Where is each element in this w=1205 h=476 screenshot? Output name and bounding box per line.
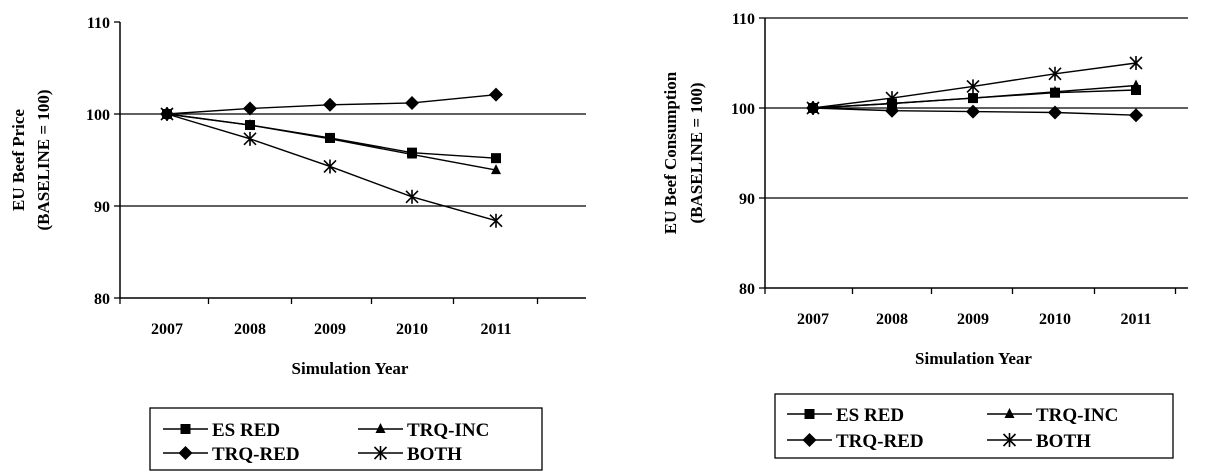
data-point-trq-inc: [491, 164, 501, 175]
x-tick-label: 2007: [151, 321, 183, 338]
data-point-trq-inc: [1050, 85, 1060, 96]
data-point-trq-inc: [245, 119, 255, 130]
legend-label-trq-inc: TRQ-INC: [407, 420, 489, 441]
legend-marker-es-red: [804, 409, 815, 419]
x-tick-label: 2009: [957, 311, 989, 328]
data-point-trq-inc: [325, 132, 335, 143]
data-point-trq-inc: [407, 148, 417, 159]
data-point-es-red: [491, 153, 501, 164]
consumption-chart: 80 90 100 110 2007 2008 2009 2010 2011 Simulation…: [661, 11, 1188, 459]
legend-box: [774, 393, 1174, 459]
legend-marker-es-red: [180, 424, 191, 434]
legend-label-both: BOTH: [1036, 431, 1091, 452]
legend-label-trq-red: TRQ-RED: [836, 431, 924, 452]
legend-label-trq-inc: TRQ-INC: [1036, 405, 1118, 426]
x-tick-label: 2011: [1120, 311, 1151, 328]
x-axis-title: Simulation Year: [292, 359, 409, 378]
price-chart: 80 90 100 110 2007 2008 2009 2010 2011 Simulation…: [9, 15, 586, 471]
x-tick-label: 2010: [1039, 311, 1071, 328]
legend-label-both: BOTH: [407, 444, 462, 465]
legend-marker-trq-red: [802, 433, 817, 447]
legend-label-es-red: ES RED: [212, 420, 280, 441]
legend-label-trq-red: TRQ-RED: [212, 444, 300, 465]
x-tick-label: 2007: [797, 311, 829, 328]
data-point-both: [243, 131, 257, 146]
data-point-trq-red: [323, 97, 337, 112]
x-tick-label: 2009: [314, 321, 346, 338]
data-point-both: [323, 159, 337, 174]
y-tick-label: 80: [739, 281, 755, 298]
legend-marker-both: [373, 446, 388, 460]
data-point-trq-red: [1129, 108, 1143, 123]
x-axis-title: Simulation Year: [915, 349, 1032, 368]
legend-marker-trq-inc: [1004, 408, 1015, 418]
x-tick-label: 2011: [480, 321, 511, 338]
y-tick-label: 110: [87, 15, 110, 32]
legend-box: [149, 407, 543, 471]
y-axis-subtitle: (BASELINE = 100): [687, 83, 706, 224]
x-tick-label: 2008: [234, 321, 266, 338]
data-point-trq-red: [489, 87, 503, 102]
y-tick-label: 80: [94, 291, 110, 308]
y-axis-title: EU Beef Price: [9, 109, 28, 211]
data-point-trq-red: [966, 104, 980, 119]
data-point-both: [885, 91, 899, 106]
legend-label-es-red: ES RED: [836, 405, 904, 426]
data-point-trq-red: [1048, 105, 1062, 120]
data-point-both: [966, 79, 980, 94]
data-point-trq-inc: [968, 92, 978, 103]
y-tick-label: 110: [732, 11, 755, 28]
y-tick-label: 100: [731, 101, 755, 118]
data-point-both: [1048, 66, 1062, 81]
y-tick-label: 90: [739, 191, 755, 208]
y-axis-subtitle: (BASELINE = 100): [34, 90, 53, 231]
legend-marker-trq-red: [178, 446, 193, 460]
data-point-both: [489, 213, 503, 228]
data-point-trq-inc: [1131, 79, 1141, 90]
legend-marker-both: [1002, 433, 1017, 447]
data-point-trq-red: [405, 95, 419, 110]
data-point-both: [1129, 56, 1143, 70]
legend-marker-trq-inc: [375, 423, 386, 433]
y-axis-title: EU Beef Consumption: [661, 71, 680, 234]
x-tick-label: 2008: [876, 311, 908, 328]
data-point-trq-red: [885, 103, 899, 118]
data-point-es-red: [1131, 85, 1141, 95]
data-point-both: [806, 101, 820, 115]
data-point-trq-red: [243, 101, 257, 116]
x-tick-label: 2010: [396, 321, 428, 338]
y-tick-label: 100: [86, 107, 110, 124]
data-point-both: [405, 189, 419, 204]
data-point-both: [160, 107, 174, 121]
y-tick-label: 90: [94, 199, 110, 216]
